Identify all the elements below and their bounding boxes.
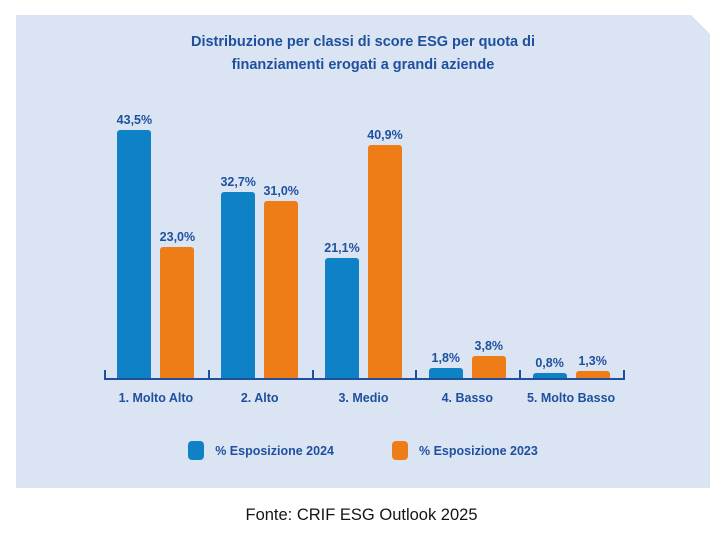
value-label-esposizione-2023-4-basso: 3,8% [474,339,504,354]
bar-group-2-alto: 32,7% 31,0% [208,120,312,378]
axis-tick [312,370,314,378]
axis-tick [623,370,625,378]
category-label-1-molto-alto: 1. Molto Alto [118,391,194,405]
bar-group-1-molto-alto: 43,5% 23,0% [104,120,208,378]
source-caption: Fonte: CRIF ESG Outlook 2025 [245,506,478,524]
legend-swatch-esposizione-2024 [188,441,204,460]
chart-title: Distribuzione per classi di score ESG pe… [16,31,710,77]
bar-group-5-molto-basso: 0,8% 1,3% [519,120,623,378]
value-label-esposizione-2024-5-molto-basso: 0,8% [535,356,564,371]
axis-tick [208,370,210,378]
legend-label-esposizione-2024: % Esposizione 2024 [215,443,334,458]
category-label-5-molto-basso: 5. Molto Basso [526,391,616,405]
bar-esposizione-2024-5-molto-basso: 0,8% [533,373,567,378]
value-label-esposizione-2023-1-molto-alto: 23,0% [159,229,196,244]
legend-swatch-esposizione-2023 [392,441,408,460]
legend-label-esposizione-2023: % Esposizione 2023 [419,443,538,458]
bar-group-3-medio: 21,1% 40,9% [312,120,416,378]
bar-esposizione-2023-4-basso: 3,8% [472,356,506,378]
axis-tick [519,370,521,378]
bar-esposizione-2023-2-alto: 31,0% [264,201,298,378]
category-label-2-alto: 2. Alto [240,391,279,405]
legend: % Esposizione 2024 % Esposizione 2023 [16,441,710,460]
value-label-esposizione-2024-4-basso: 1,8% [431,350,461,365]
category-label-3-medio: 3. Medio [338,391,389,405]
value-label-esposizione-2023-3-medio: 40,9% [367,127,403,142]
x-axis-line [104,378,625,380]
axis-tick [104,370,106,378]
legend-item-esposizione-2023: % Esposizione 2023 [392,441,538,460]
x-axis-ticks [104,370,625,378]
axis-tick [415,370,417,378]
bar-plot: 43,5% 23,0% 32,7% 31,0% 21,1% 40,9% 1,8% 3,8% 0,… [104,120,623,378]
bar-esposizione-2023-3-medio: 40,9% [368,145,402,378]
value-label-esposizione-2024-3-medio: 21,1% [324,240,360,255]
bar-esposizione-2024-1-molto-alto: 43,5% [117,130,151,378]
bar-esposizione-2024-3-medio: 21,1% [325,258,359,378]
category-label-4-basso: 4. Basso [441,391,493,405]
legend-item-esposizione-2024: % Esposizione 2024 [188,441,334,460]
bar-esposizione-2024-2-alto: 32,7% [221,192,255,378]
chart-panel: Distribuzione per classi di score ESG pe… [16,15,710,488]
value-label-esposizione-2024-2-alto: 32,7% [220,174,256,189]
value-label-esposizione-2023-2-alto: 31,0% [263,184,299,199]
bar-esposizione-2023-1-molto-alto: 23,0% [160,247,194,378]
chart-title-line1: Distribuzione per classi di score ESG pe… [190,34,536,50]
chart-title-line2: finanziamenti erogati a grandi aziende [231,57,495,73]
category-labels-row: 1. Molto Alto 2. Alto 3. Medio 4. Basso 5. M… [104,389,623,407]
bar-esposizione-2024-4-basso: 1,8% [429,368,463,378]
bar-group-4-basso: 1,8% 3,8% [415,120,519,378]
value-label-esposizione-2023-5-molto-basso: 1,3% [578,353,607,368]
bar-esposizione-2023-5-molto-basso: 1,3% [576,371,610,378]
value-label-esposizione-2024-1-molto-alto: 43,5% [116,113,153,127]
